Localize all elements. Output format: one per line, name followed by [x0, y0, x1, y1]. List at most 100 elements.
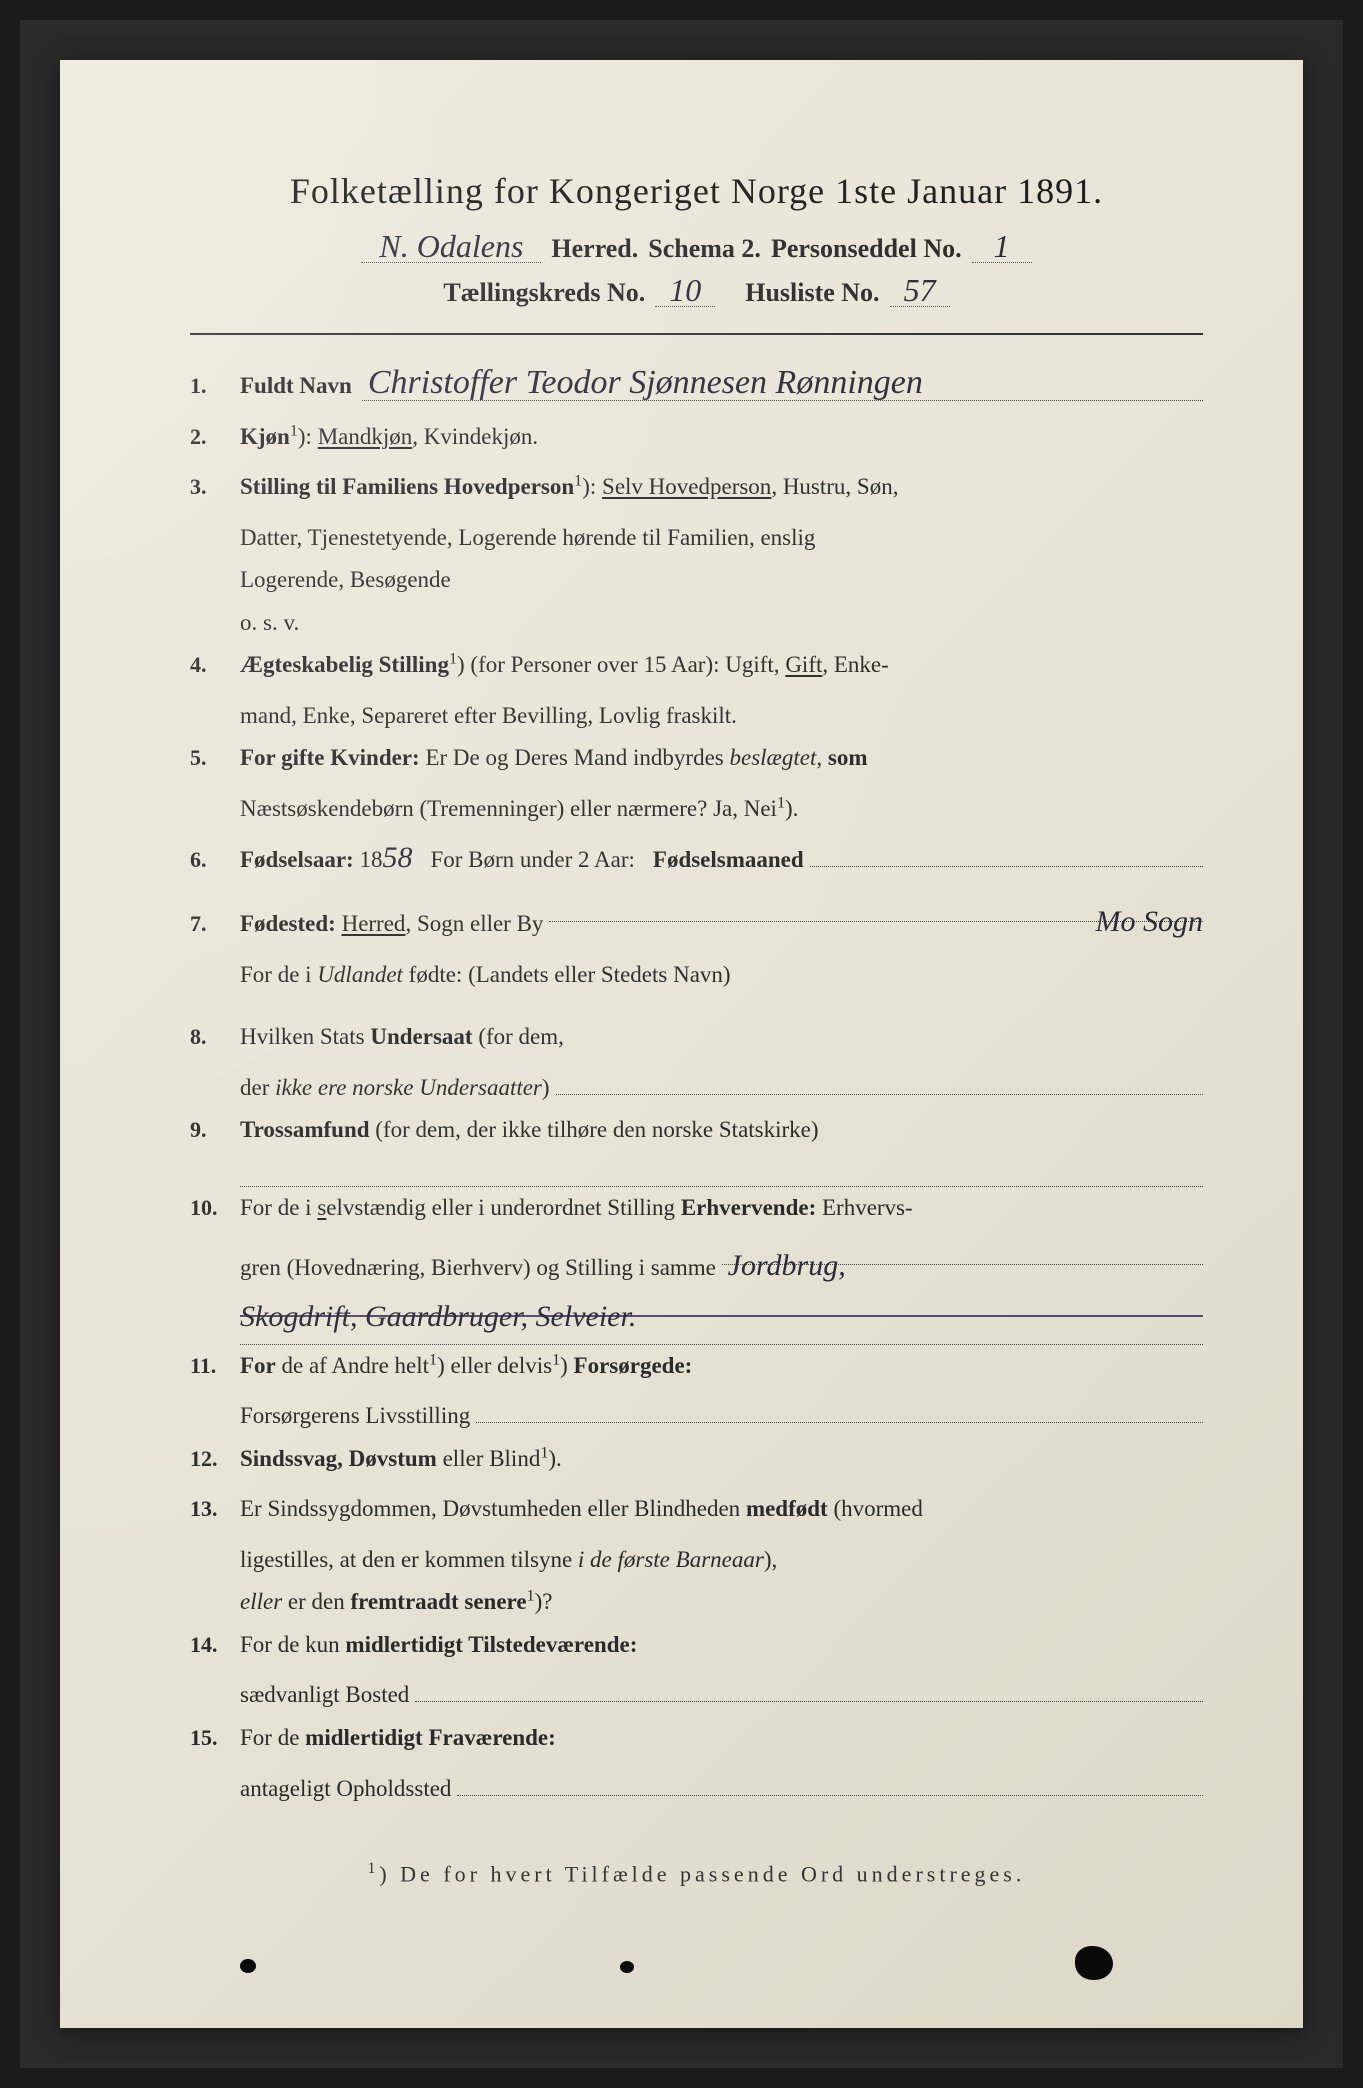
q9-rest: (for dem, der ikke tilhøre den norske St… — [375, 1117, 818, 1142]
q6-label2: Fødselsmaaned — [653, 839, 804, 882]
q14-line2: sædvanligt Bosted — [240, 1674, 409, 1717]
q1-label: Fuldt Navn — [240, 365, 352, 408]
q4-num: 4. — [190, 644, 240, 686]
q4-label: Ægteskabelig Stilling — [240, 652, 449, 677]
q9-row: 9. Trossamfund (for dem, der ikke tilhør… — [190, 1109, 1203, 1152]
q10-blank — [240, 1317, 1203, 1345]
q6-year: 58 — [382, 830, 412, 886]
q15-num: 15. — [190, 1717, 240, 1759]
q13-num: 13. — [190, 1488, 240, 1530]
q4-sup: 1 — [449, 651, 457, 668]
q12-end: ). — [548, 1446, 561, 1471]
q5-line1: Er De og Deres Mand indbyrdes beslægtet,… — [425, 745, 867, 770]
q6-label: Fødselsaar: — [240, 839, 354, 882]
q5-line2a: Næstsøskendebørn (Tremenninger) eller næ… — [240, 796, 777, 821]
q7-value-line: Mo Sogn — [549, 894, 1203, 922]
q7-row: 7. Fødested: Herred, Sogn eller By Mo So… — [190, 894, 1203, 946]
q12-num: 12. — [190, 1438, 240, 1480]
ink-blot-icon — [620, 1961, 634, 1973]
q14-row: 14. For de kun midlertidigt Tilstedevære… — [190, 1624, 1203, 1667]
q3-rest1: , Hustru, Søn, — [771, 474, 898, 499]
q10-line2: gren (Hovednæring, Bierhverv) og Stillin… — [240, 1247, 716, 1290]
q11-line2-row: Forsørgerens Livsstilling — [240, 1395, 1203, 1438]
q3-label: Stilling til Familiens Hovedperson — [240, 474, 574, 499]
q3-selected: Selv Hovedperson — [602, 474, 771, 499]
q9-blank-row — [240, 1160, 1203, 1188]
schema-label: Schema 2. — [648, 234, 761, 264]
q13-sup: 1 — [527, 1588, 535, 1605]
q8-line2: der ikke ere norske Undersaatter) — [240, 1067, 550, 1110]
q3-row: 3. Stilling til Familiens Hovedperson1):… — [190, 466, 1203, 509]
footnote-sup: 1 — [368, 1860, 380, 1877]
q3-sup: 1 — [574, 472, 582, 489]
census-form-paper: Folketælling for Kongeriget Norge 1ste J… — [60, 60, 1303, 2028]
q12-rest: eller Blind — [437, 1446, 540, 1471]
q8-blank — [556, 1067, 1203, 1095]
q12-row: 12. Sindssvag, Døvstum eller Blind1). — [190, 1438, 1203, 1481]
q7-num: 7. — [190, 903, 240, 945]
q10-num: 10. — [190, 1187, 240, 1229]
q3-num: 3. — [190, 466, 240, 508]
q1-value: Christoffer Teodor Sjønnesen Rønningen — [362, 366, 1203, 401]
header-line-3: Tællingskreds No. 10 Husliste No. 57 — [190, 274, 1203, 308]
q2-sup: 1 — [290, 422, 298, 439]
footnote-text: ) De for hvert Tilfælde passende Ord und… — [379, 1861, 1025, 1886]
footnote: 1) De for hvert Tilfælde passende Ord un… — [190, 1860, 1203, 1887]
q14-num: 14. — [190, 1624, 240, 1666]
q8-line1: Hvilken Stats Undersaat (for dem, — [240, 1016, 1203, 1059]
q5-sup: 1 — [777, 794, 785, 811]
q4-line1b: , Enke- — [822, 652, 888, 677]
q4-row: 4. Ægteskabelig Stilling1) (for Personer… — [190, 644, 1203, 687]
q5-row: 5. For gifte Kvinder: Er De og Deres Man… — [190, 737, 1203, 780]
q7-line2: For de i Udlandet fødte: (Landets eller … — [240, 954, 1203, 997]
q3-line4: o. s. v. — [240, 602, 1203, 645]
q11-blank — [476, 1396, 1203, 1424]
q7-selected: Herred — [342, 903, 406, 946]
q2-num: 2. — [190, 416, 240, 458]
q11-line1: For de af Andre helt1) eller delvis1) Fo… — [240, 1345, 1203, 1388]
q4-line2: mand, Enke, Separeret efter Bevilling, L… — [240, 695, 1203, 738]
q5-num: 5. — [190, 737, 240, 779]
q5-line2b: ). — [785, 796, 798, 821]
q7-value: Mo Sogn — [1096, 905, 1204, 938]
q15-line1: For de midlertidigt Fraværende: — [240, 1717, 1203, 1760]
ink-blot-icon — [240, 1959, 256, 1973]
q5-label: For gifte Kvinder: — [240, 745, 420, 770]
q3-line2: Datter, Tjenestetyende, Logerende hørend… — [240, 517, 1203, 560]
form-title: Folketælling for Kongeriget Norge 1ste J… — [190, 170, 1203, 212]
q10-blank-row — [240, 1317, 1203, 1345]
q2-selected: Mandkjøn — [318, 424, 413, 449]
q9-blank — [240, 1160, 1203, 1188]
q11-num: 11. — [190, 1345, 240, 1387]
q14-line1: For de kun midlertidigt Tilstedeværende: — [240, 1624, 1203, 1667]
q11-sup1: 1 — [429, 1351, 437, 1368]
q11-line2: Forsørgerens Livsstilling — [240, 1395, 470, 1438]
q11-row: 11. For de af Andre helt1) eller delvis1… — [190, 1345, 1203, 1388]
q13-line1: Er Sindssygdommen, Døvstumheden eller Bl… — [240, 1488, 1203, 1531]
personseddel-label: Personseddel No. — [771, 234, 962, 264]
q10-row: 10. For de i selvstændig eller i underor… — [190, 1187, 1203, 1230]
kreds-no: 10 — [655, 274, 715, 307]
q5-line2: Næstsøskendebørn (Tremenninger) eller næ… — [240, 788, 1203, 831]
q6-row: 6. Fødselsaar: 1858 For Børn under 2 Aar… — [190, 830, 1203, 886]
q4-gift: Gift — [785, 652, 822, 677]
kreds-label: Tællingskreds No. — [443, 278, 645, 308]
q1-row: 1. Fuldt Navn Christoffer Teodor Sjønnes… — [190, 365, 1203, 408]
q10-value2-line: Skogdrift, Gaardbruger, Selveier. — [240, 1289, 1203, 1317]
q4-line1: (for Personer over 15 Aar): Ugift, — [465, 652, 786, 677]
q14-blank — [415, 1675, 1203, 1703]
q10-line3-row: Skogdrift, Gaardbruger, Selveier. — [240, 1289, 1203, 1317]
q15-blank — [457, 1768, 1203, 1796]
q11-sup2: 1 — [552, 1351, 560, 1368]
personseddel-no: 1 — [972, 230, 1032, 263]
form-header: Folketælling for Kongeriget Norge 1ste J… — [190, 170, 1203, 308]
q8-num: 8. — [190, 1016, 240, 1058]
q7-label: Fødested: — [240, 903, 336, 946]
q1-num: 1. — [190, 365, 240, 407]
q10-value1: Jordbrug, — [728, 1249, 846, 1282]
q2-label: Kjøn — [240, 424, 290, 449]
q13-line2: ligestilles, at den er kommen tilsyne i … — [240, 1539, 1203, 1582]
q15-line2-row: antageligt Opholdssted — [240, 1768, 1203, 1811]
q6-prefix: 18 — [359, 839, 382, 882]
form-body: 1. Fuldt Navn Christoffer Teodor Sjønnes… — [190, 365, 1203, 1810]
